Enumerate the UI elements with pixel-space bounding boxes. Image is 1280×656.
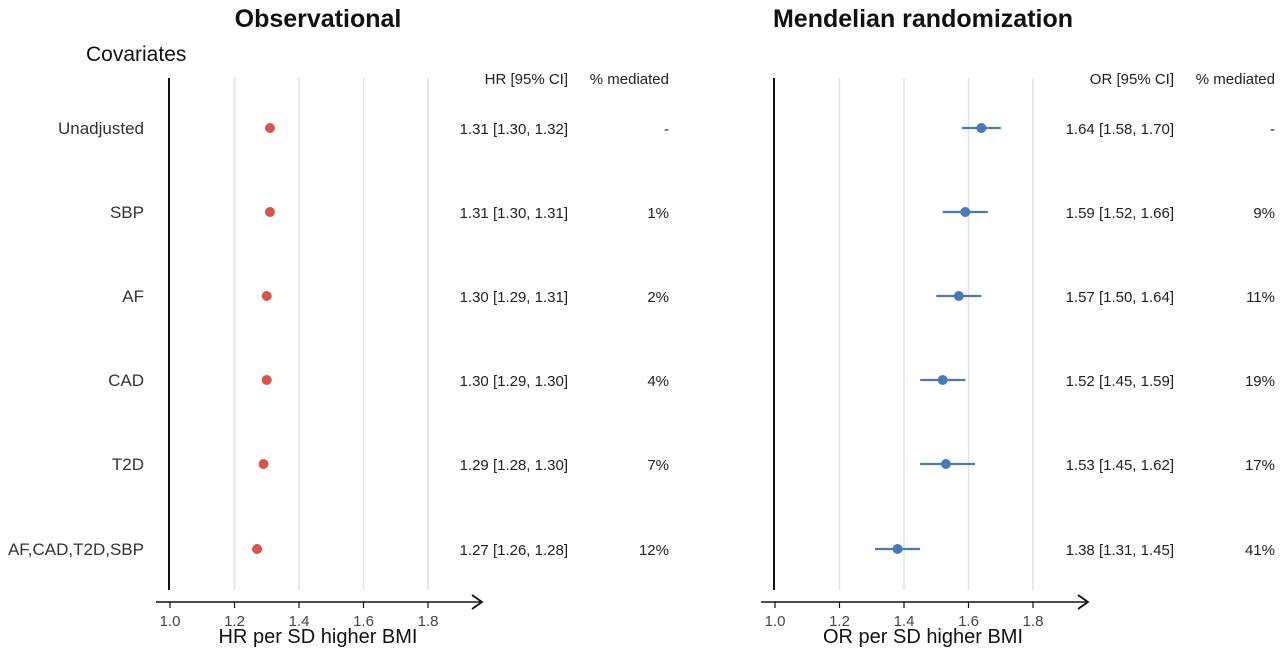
mr-estimate-text: 1.57 [1.50, 1.64] — [1066, 289, 1174, 306]
covariates-header: Covariates — [86, 43, 186, 66]
row-label: T2D — [112, 455, 144, 474]
row-label: AF — [122, 287, 144, 306]
observational-x-tick-label: 1.8 — [418, 613, 439, 630]
row-label: AF,CAD,T2D,SBP — [8, 540, 144, 559]
observational-mediated-text: 12% — [639, 542, 669, 559]
mr-title: Mendelian randomization — [773, 5, 1073, 33]
observational-point-estimate — [258, 459, 269, 469]
observational-point-estimate — [252, 544, 263, 554]
observational-x-axis-arrow — [471, 594, 484, 610]
observational-mediated-text: 7% — [647, 457, 669, 474]
mr-gridlines — [838, 78, 1034, 590]
mr-mediated-text: 19% — [1245, 373, 1275, 390]
mr-mediated-text: 11% — [1246, 289, 1275, 306]
observational-title: Observational — [235, 5, 402, 33]
mr-row-text: 1.64 [1.58, 1.70] - 1.59 [1.52, 1.66] 9% 1.5… — [1066, 121, 1275, 559]
observational-estimate-text: 1.30 [1.29, 1.30] — [460, 373, 568, 390]
observational-estimate-text: 1.30 [1.29, 1.31] — [460, 289, 568, 306]
observational-mediated-text: 4% — [647, 373, 669, 390]
observational-row-text: Unadjusted 1.31 [1.30, 1.32] - SBP 1.31 [1.3… — [8, 119, 669, 559]
observational-mediated-header: % mediated — [590, 71, 669, 88]
mr-point-estimate — [953, 291, 964, 301]
observational-point-estimate — [264, 207, 275, 217]
observational-x-axis-label: HR per SD higher BMI — [219, 626, 418, 648]
observational-marks — [252, 123, 275, 554]
observational-point-estimate — [264, 123, 275, 133]
mr-point-estimate — [892, 544, 903, 554]
observational-x-tick-label: 1.0 — [160, 613, 181, 630]
mr-x-tick-label: 1.0 — [765, 613, 786, 630]
mr-x-tick-label: 1.6 — [958, 613, 979, 630]
mr-estimate-text: 1.64 [1.58, 1.70] — [1066, 121, 1174, 138]
row-label: CAD — [108, 371, 144, 390]
mr-marks — [874, 123, 1001, 554]
mr-x-tick-label: 1.2 — [829, 613, 850, 630]
mr-mediated-text: - — [1270, 121, 1275, 138]
mr-point-estimate — [940, 459, 951, 469]
mr-mediated-text: 9% — [1253, 205, 1275, 222]
observational-mediated-text: 2% — [647, 289, 669, 306]
mr-estimate-text: 1.38 [1.31, 1.45] — [1066, 542, 1174, 559]
observational-mediated-text: - — [664, 121, 669, 138]
observational-point-estimate — [261, 291, 272, 301]
mr-estimate-header: OR [95% CI] — [1090, 71, 1174, 88]
observational-x-tick-label: 1.4 — [289, 613, 310, 630]
observational-panel: Observational HR [95% CI] % mediated 1.0… — [8, 5, 669, 648]
mr-estimate-text: 1.52 [1.45, 1.59] — [1066, 373, 1174, 390]
mr-x-axis-label: OR per SD higher BMI — [823, 626, 1023, 648]
mr-mediated-header: % mediated — [1196, 71, 1275, 88]
mr-x-tick-label: 1.4 — [894, 613, 915, 630]
observational-x-tick-label: 1.2 — [224, 613, 245, 630]
mr-estimate-text: 1.59 [1.52, 1.66] — [1066, 205, 1174, 222]
mr-x-tick-label: 1.8 — [1023, 613, 1044, 630]
mr-point-estimate — [976, 123, 987, 133]
observational-estimate-text: 1.27 [1.26, 1.28] — [460, 542, 568, 559]
observational-axes: 1.0 1.2 1.4 1.6 1.8 — [156, 78, 484, 630]
observational-mediated-text: 1% — [647, 205, 669, 222]
observational-estimate-text: 1.29 [1.28, 1.30] — [460, 457, 568, 474]
observational-estimate-header: HR [95% CI] — [485, 71, 568, 88]
observational-gridlines — [233, 78, 429, 590]
observational-x-tick-label: 1.6 — [353, 613, 374, 630]
row-label: Unadjusted — [58, 119, 144, 138]
observational-estimate-text: 1.31 [1.30, 1.32] — [460, 121, 568, 138]
row-label: SBP — [110, 203, 144, 222]
mr-point-estimate — [937, 375, 948, 385]
mr-estimate-text: 1.53 [1.45, 1.62] — [1066, 457, 1174, 474]
observational-point-estimate — [261, 375, 272, 385]
observational-estimate-text: 1.31 [1.30, 1.31] — [460, 205, 568, 222]
mr-x-axis-arrow — [1077, 594, 1090, 610]
mr-mediated-text: 41% — [1245, 542, 1275, 559]
mr-axes: 1.0 1.2 1.4 1.6 1.8 — [761, 78, 1090, 630]
mr-point-estimate — [960, 207, 971, 217]
mr-mediated-text: 17% — [1245, 457, 1275, 474]
mendelian-randomization-panel: Mendelian randomization OR [95% CI] % me… — [761, 5, 1275, 648]
